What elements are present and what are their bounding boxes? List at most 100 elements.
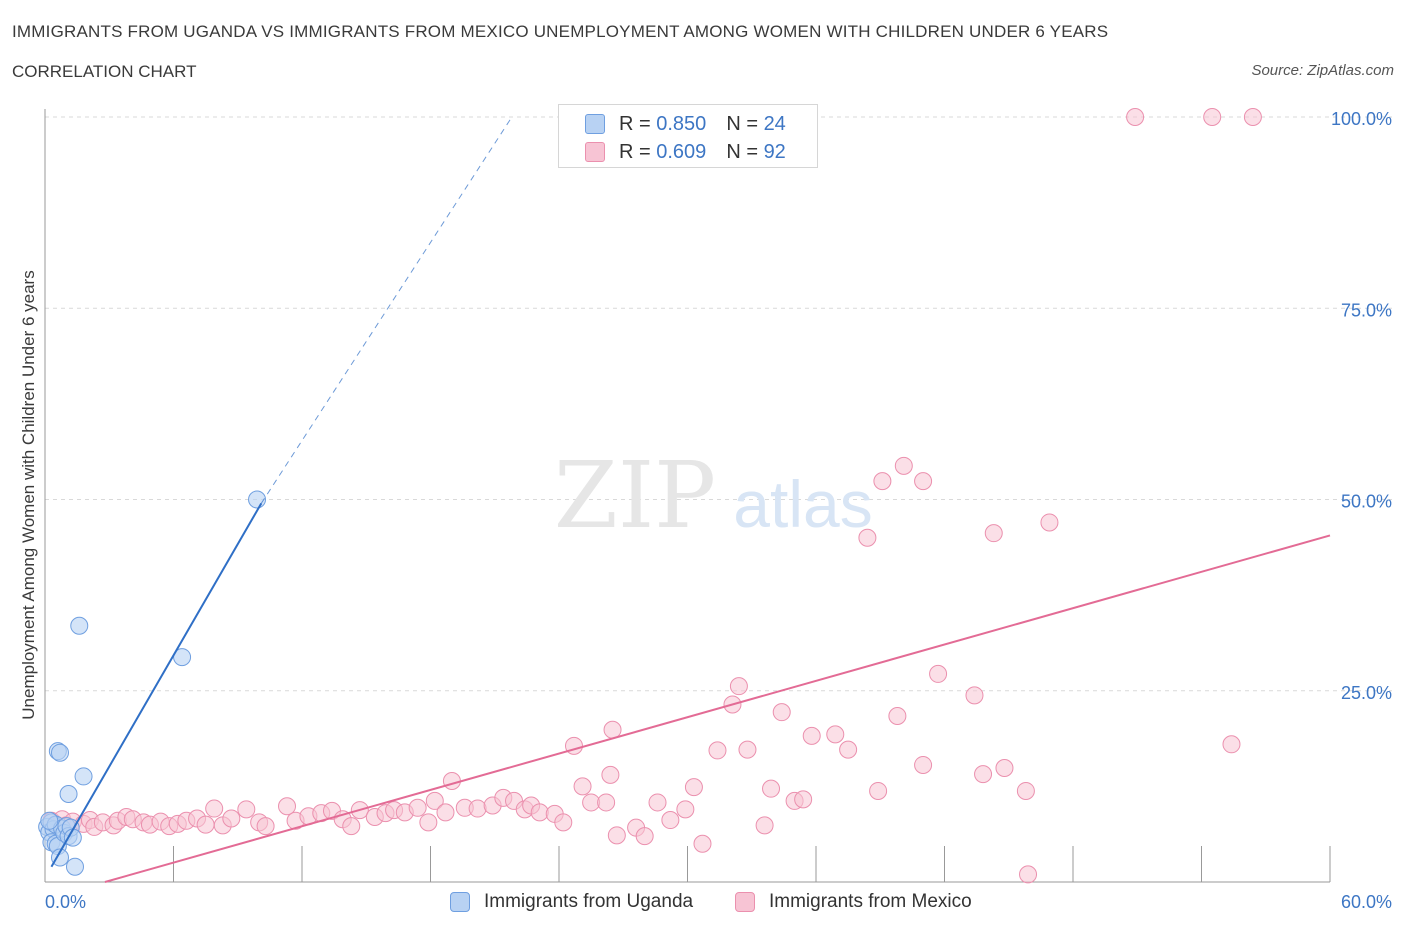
mexico-point [597,793,616,812]
tick-labels: 25.0% 50.0% 75.0% 100.0% 0.0% 60.0% [45,109,1392,912]
mexico-point [794,790,813,809]
mexico-point [1019,865,1038,884]
mexico-point [826,725,845,744]
mexico-point [858,528,877,547]
mexico-point [607,826,626,845]
mexico-point [205,799,224,818]
uganda-point [63,828,82,847]
mexico-point [1040,513,1059,532]
mexico-point [408,798,427,817]
x-tick-label: 60.0% [1341,892,1392,912]
mexico-point [530,803,549,822]
uganda-point [59,785,78,804]
chart-title: IMMIGRANTS FROM UGANDA VS IMMIGRANTS FRO… [12,22,1109,41]
mexico-point [1126,108,1145,126]
uganda-point [40,811,59,830]
mexico-point [914,472,933,491]
y-tick-label: 25.0% [1341,683,1392,703]
mexico-point [974,765,993,784]
stats-row-mexico: R = 0.609 N = 92 [585,140,786,164]
x-tick-label: 0.0% [45,892,86,912]
n-label: N = [726,140,758,163]
uganda-point [248,490,267,509]
mexico-point [1203,108,1222,126]
uganda-point [74,767,93,786]
mexico-point [869,781,888,800]
n-value: 24 [763,112,786,135]
uganda-point [65,857,84,876]
r-value: 0.609 [656,140,707,163]
mexico-point [929,664,948,683]
mexico-point [436,803,455,822]
mexico-point [419,813,438,832]
mexico-point [222,809,241,828]
mexico-trend-line [104,534,1331,883]
mexico-point [278,797,297,816]
uganda-legend-swatch [450,892,470,912]
legend-label-mexico: Immigrants from Mexico [769,891,972,912]
mexico-point [693,834,712,853]
mexico-point [237,800,256,819]
mexico-point [196,815,215,834]
uganda-trend-extension [260,116,513,504]
mexico-point [342,817,361,836]
mexico-point [984,524,1003,543]
legend-item-mexico[interactable]: Immigrants from Mexico [735,891,972,913]
mexico-point [635,827,654,846]
stats-row-uganda: R = 0.850 N = 24 [585,112,786,136]
mexico-point [601,765,620,784]
mexico-point [708,741,727,760]
legend-item-uganda[interactable]: Immigrants from Uganda [450,891,693,913]
watermark-atlas: atlas [733,467,872,541]
mexico-point [914,755,933,774]
n-label: N = [726,112,758,135]
mexico-point [995,759,1014,778]
grid-lines [45,116,1392,692]
mexico-point [676,800,695,819]
mexico-point [738,740,757,759]
chart-subtitle: CORRELATION CHART [12,62,197,81]
uganda-swatch [585,114,605,134]
uganda-point [50,848,69,867]
watermark-zip: ZIP [554,442,716,549]
source-credit: Source: ZipAtlas.com [1251,62,1394,79]
mexico-point [256,817,275,836]
mexico-point [839,740,858,759]
series-legend: Immigrants from Uganda Immigrants from M… [0,888,1406,916]
y-tick-label: 100.0% [1331,109,1392,129]
mexico-point [1243,108,1262,126]
mexico-point [888,706,907,725]
stats-legend: R = 0.850 N = 24 R = 0.609 N = 92 [558,104,818,168]
mexico-point [1222,735,1241,754]
mexico-point [965,686,984,705]
mexico-point [661,811,680,830]
r-label: R = [619,112,651,135]
mexico-point [442,772,461,791]
mexico-legend-swatch [735,892,755,912]
mexico-point [425,791,444,810]
mexico-swatch [585,142,605,162]
mexico-point [554,813,573,832]
mexico-point [772,703,791,722]
uganda-point [50,743,69,762]
mexico-point [802,726,821,745]
mexico-point [1016,781,1035,800]
mexico-point [894,456,913,475]
mexico-point [684,778,703,797]
uganda-point [70,616,89,635]
data-points [38,108,1262,884]
uganda-trend-line [50,502,263,868]
r-value: 0.850 [656,112,707,135]
watermark: ZIP atlas [554,442,873,549]
mexico-point [468,799,487,818]
r-label: R = [619,140,651,163]
mexico-point [729,677,748,696]
axes [44,109,1331,883]
y-tick-label: 75.0% [1341,300,1392,320]
mexico-point [582,793,601,812]
mexico-point [873,472,892,491]
n-value: 92 [763,140,786,163]
trend-lines [50,116,1331,883]
mexico-point [762,779,781,798]
